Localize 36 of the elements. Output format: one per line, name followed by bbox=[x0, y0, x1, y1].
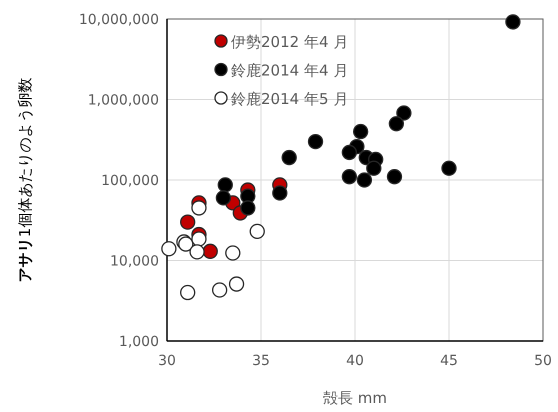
y-tick-label: 1,000 bbox=[118, 334, 159, 350]
point bbox=[356, 172, 372, 188]
y-tick-label: 1,000,000 bbox=[88, 92, 159, 108]
point bbox=[342, 144, 358, 160]
y-tick-label: 10,000,000 bbox=[78, 12, 159, 28]
y-tick-label: 10,000 bbox=[110, 254, 159, 270]
point bbox=[352, 124, 368, 140]
x-axis-title: 殻長 mm bbox=[323, 389, 387, 407]
x-tick-label: 45 bbox=[440, 353, 458, 369]
point bbox=[282, 150, 297, 166]
point bbox=[180, 214, 196, 230]
y-tick-label: 100,000 bbox=[101, 173, 159, 189]
point bbox=[342, 169, 358, 184]
point bbox=[366, 160, 382, 176]
point bbox=[240, 200, 256, 216]
legend-label: 伊勢2012 年4 月 bbox=[231, 33, 348, 51]
point bbox=[202, 244, 218, 259]
point bbox=[218, 177, 233, 193]
x-tick-label: 30 bbox=[158, 353, 176, 369]
point bbox=[386, 169, 402, 184]
point bbox=[191, 200, 207, 216]
point bbox=[191, 231, 207, 247]
point bbox=[161, 241, 177, 256]
point bbox=[216, 190, 232, 206]
point bbox=[396, 105, 412, 121]
x-tick-label: 50 bbox=[534, 353, 552, 369]
point bbox=[441, 160, 457, 176]
legend-label: 鈴鹿2014 年5 月 bbox=[231, 90, 348, 108]
point bbox=[388, 116, 404, 132]
point bbox=[272, 185, 288, 201]
point bbox=[505, 14, 521, 30]
x-tick-label: 35 bbox=[252, 353, 270, 369]
x-tick-label: 40 bbox=[346, 353, 364, 369]
y-axis-title: アサリ1個体あたりのよう卵数 bbox=[16, 78, 34, 282]
point bbox=[308, 134, 324, 150]
legend-label: 鈴鹿2014 年4 月 bbox=[231, 62, 348, 80]
